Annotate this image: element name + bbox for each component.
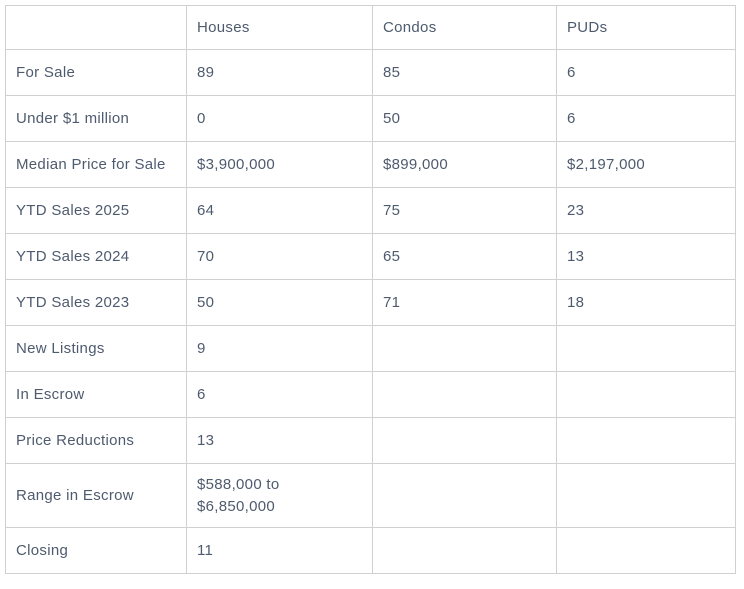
cell-houses: 6	[186, 371, 373, 418]
row-label: YTD Sales 2025	[5, 187, 187, 234]
cell-puds: 23	[556, 187, 736, 234]
cell-houses: 13	[186, 417, 373, 464]
cell-condos: 71	[372, 279, 557, 326]
cell-puds: 6	[556, 49, 736, 96]
cell-houses: 89	[186, 49, 373, 96]
row-label: YTD Sales 2023	[5, 279, 187, 326]
row-label: Closing	[5, 527, 187, 574]
table-row-range-in-escrow: Range in Escrow $588,000 to $6,850,000	[5, 463, 736, 528]
cell-condos	[372, 417, 557, 464]
table-row-ytd-sales-2024: YTD Sales 2024 70 65 13	[5, 233, 736, 280]
cell-houses: $588,000 to $6,850,000	[186, 463, 373, 528]
row-label: Median Price for Sale	[5, 141, 187, 188]
cell-puds	[556, 371, 736, 418]
row-label: For Sale	[5, 49, 187, 96]
cell-houses: 11	[186, 527, 373, 574]
cell-condos	[372, 463, 557, 528]
cell-houses: 0	[186, 95, 373, 142]
header-cell-condos: Condos	[372, 5, 557, 50]
row-label: Under $1 million	[5, 95, 187, 142]
cell-puds	[556, 417, 736, 464]
cell-condos	[372, 527, 557, 574]
table-row-median-price: Median Price for Sale $3,900,000 $899,00…	[5, 141, 736, 188]
cell-houses: 64	[186, 187, 373, 234]
row-label: Price Reductions	[5, 417, 187, 464]
cell-houses: 9	[186, 325, 373, 372]
row-label: Range in Escrow	[5, 463, 187, 528]
cell-puds: 13	[556, 233, 736, 280]
cell-houses: 70	[186, 233, 373, 280]
cell-houses: $3,900,000	[186, 141, 373, 188]
table-row-new-listings: New Listings 9	[5, 325, 736, 372]
header-cell-blank	[5, 5, 187, 50]
cell-puds: $2,197,000	[556, 141, 736, 188]
cell-puds: 6	[556, 95, 736, 142]
cell-condos	[372, 325, 557, 372]
cell-condos: 65	[372, 233, 557, 280]
table-row-in-escrow: In Escrow 6	[5, 371, 736, 418]
header-cell-houses: Houses	[186, 5, 373, 50]
table-row-price-reductions: Price Reductions 13	[5, 417, 736, 464]
cell-puds: 18	[556, 279, 736, 326]
cell-puds	[556, 463, 736, 528]
cell-condos: $899,000	[372, 141, 557, 188]
row-label: New Listings	[5, 325, 187, 372]
table-row-for-sale: For Sale 89 85 6	[5, 49, 736, 96]
cell-condos	[372, 371, 557, 418]
cell-houses: 50	[186, 279, 373, 326]
table-row-closing: Closing 11	[5, 527, 736, 574]
real-estate-stats-table: Houses Condos PUDs For Sale 89 85 6 Unde…	[5, 5, 736, 574]
table-row-ytd-sales-2025: YTD Sales 2025 64 75 23	[5, 187, 736, 234]
cell-condos: 75	[372, 187, 557, 234]
cell-condos: 50	[372, 95, 557, 142]
row-label: In Escrow	[5, 371, 187, 418]
cell-puds	[556, 325, 736, 372]
header-cell-puds: PUDs	[556, 5, 736, 50]
row-label: YTD Sales 2024	[5, 233, 187, 280]
cell-puds	[556, 527, 736, 574]
table-row-ytd-sales-2023: YTD Sales 2023 50 71 18	[5, 279, 736, 326]
cell-condos: 85	[372, 49, 557, 96]
table-header-row: Houses Condos PUDs	[5, 5, 736, 50]
table-row-under-1-million: Under $1 million 0 50 6	[5, 95, 736, 142]
